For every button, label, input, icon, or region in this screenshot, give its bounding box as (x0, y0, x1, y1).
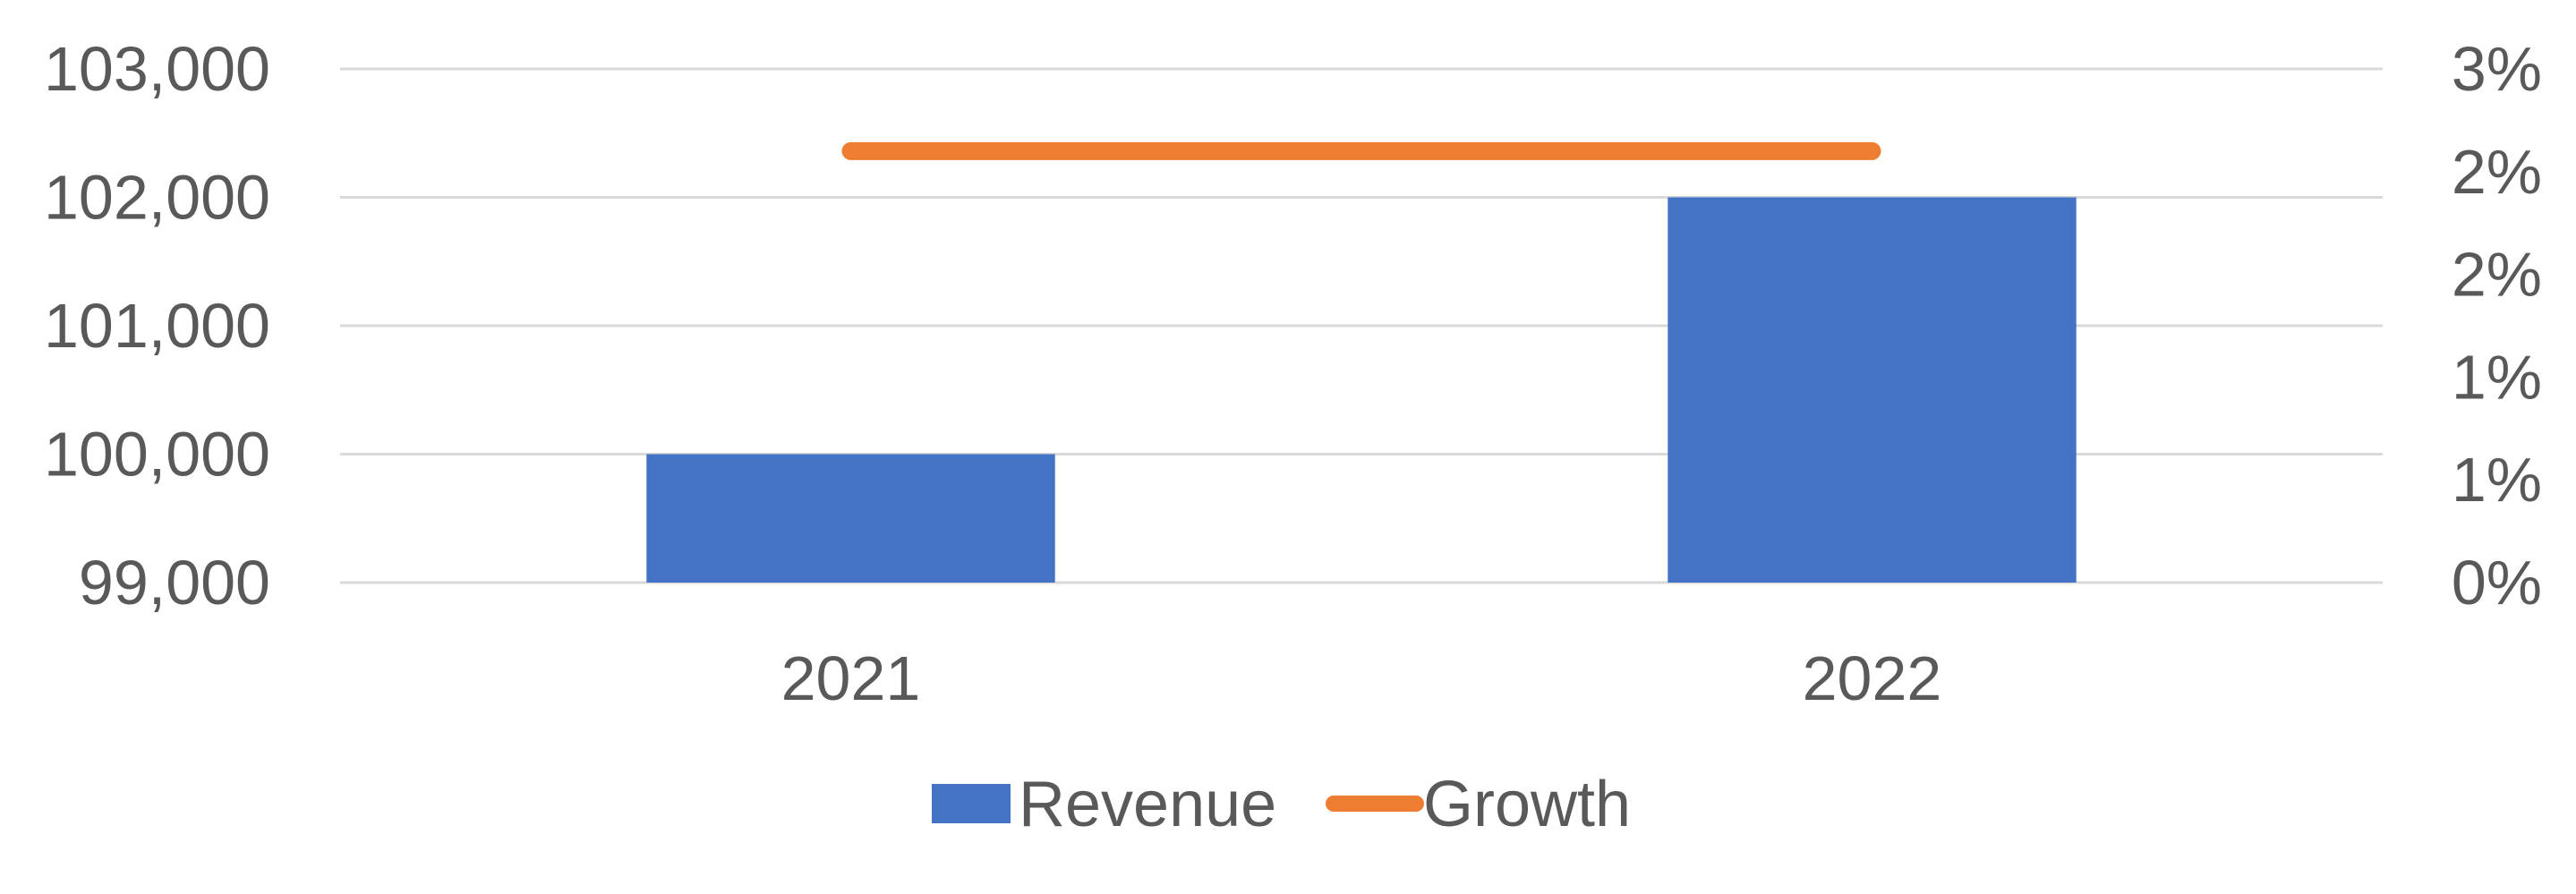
left-axis-tick-label: 100,000 (44, 420, 270, 490)
left-axis-tick-label: 103,000 (44, 34, 270, 104)
legend-label-revenue: Revenue (1019, 769, 1276, 840)
right-axis-tick-label: 1% (2452, 342, 2542, 412)
revenue-bars (646, 197, 2077, 583)
right-axis-tick-label: 0% (2452, 548, 2542, 617)
x-axis-ticks: 2021 2022 (781, 643, 1942, 713)
right-axis-tick-label: 2% (2452, 240, 2542, 310)
right-axis-tick-label: 1% (2452, 445, 2542, 515)
left-axis-ticks: 99,000 100,000 101,000 102,000 103,000 (44, 34, 270, 617)
right-axis-ticks: 0% 1% 1% 2% 2% 3% (2452, 34, 2542, 617)
left-axis-tick-label: 102,000 (44, 163, 270, 233)
left-axis-tick-label: 99,000 (79, 548, 270, 617)
revenue-bar (646, 454, 1055, 583)
right-axis-tick-label: 3% (2452, 34, 2542, 104)
legend-label-growth: Growth (1423, 769, 1631, 840)
x-axis-tick-label: 2021 (781, 643, 921, 713)
x-axis-tick-label: 2022 (1803, 643, 1942, 713)
right-axis-tick-label: 2% (2452, 137, 2542, 207)
left-axis-tick-label: 101,000 (44, 291, 270, 361)
revenue-bar (1668, 197, 2077, 583)
legend-swatch-revenue (932, 784, 1011, 823)
legend: Revenue Growth (932, 769, 1631, 840)
